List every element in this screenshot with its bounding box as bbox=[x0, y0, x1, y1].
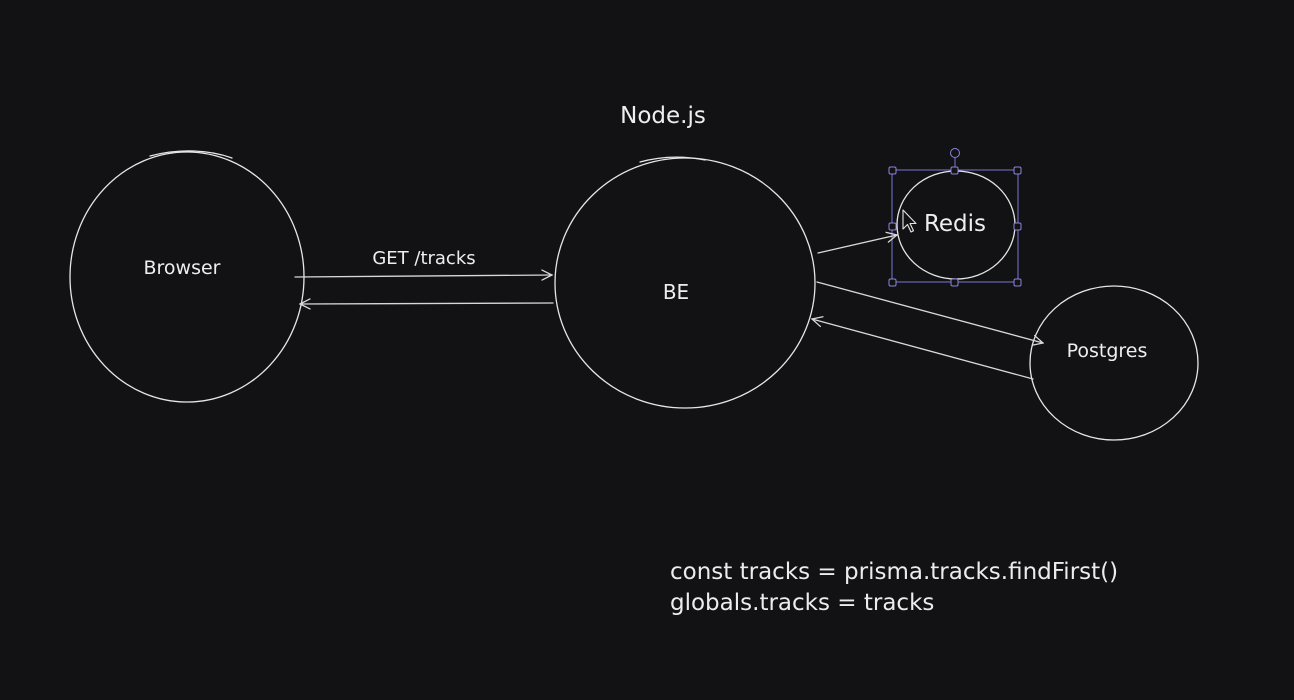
postgres-label: Postgres bbox=[1067, 340, 1148, 362]
redis-selection-frame[interactable] bbox=[888, 148, 1022, 287]
browser-label: Browser bbox=[144, 257, 221, 279]
resize-handle-n[interactable] bbox=[950, 166, 959, 175]
mouse-cursor-icon bbox=[902, 209, 917, 233]
resize-handle-e[interactable] bbox=[1013, 222, 1022, 231]
resize-handle-sw[interactable] bbox=[888, 278, 897, 287]
redis-node[interactable]: Redis bbox=[896, 170, 1016, 280]
postgres-node[interactable]: Postgres bbox=[1029, 285, 1199, 441]
resize-handle-s[interactable] bbox=[950, 278, 959, 287]
resize-handle-se[interactable] bbox=[1013, 278, 1022, 287]
edge-label-get-tracks: GET /tracks bbox=[372, 248, 475, 269]
be-circle-overstroke bbox=[639, 156, 706, 163]
arrow-browser-to-be[interactable] bbox=[294, 275, 552, 277]
nodejs-caption: Node.js bbox=[620, 103, 706, 129]
rotate-handle[interactable] bbox=[950, 148, 960, 158]
code-line-1: const tracks = prisma.tracks.findFirst() bbox=[670, 559, 1119, 585]
resize-handle-nw[interactable] bbox=[888, 166, 897, 175]
resize-handle-ne[interactable] bbox=[1013, 166, 1022, 175]
browser-circle-overstroke bbox=[149, 150, 233, 159]
postgres-circle[interactable] bbox=[1029, 285, 1199, 441]
code-line-2: globals.tracks = tracks bbox=[670, 590, 935, 616]
arrow-postgres-to-be[interactable] bbox=[812, 319, 1034, 380]
arrow-be-to-browser[interactable] bbox=[300, 303, 554, 304]
browser-node[interactable]: Browser bbox=[69, 150, 305, 403]
arrow-be-to-redis[interactable] bbox=[817, 235, 897, 254]
be-node[interactable]: Node.js BE bbox=[554, 103, 816, 409]
redis-label: Redis bbox=[924, 211, 986, 237]
resize-handle-w[interactable] bbox=[888, 222, 897, 231]
arrow-be-to-postgres[interactable] bbox=[816, 281, 1043, 343]
be-label: BE bbox=[663, 280, 689, 304]
code-note[interactable]: const tracks = prisma.tracks.findFirst()… bbox=[670, 557, 1118, 619]
